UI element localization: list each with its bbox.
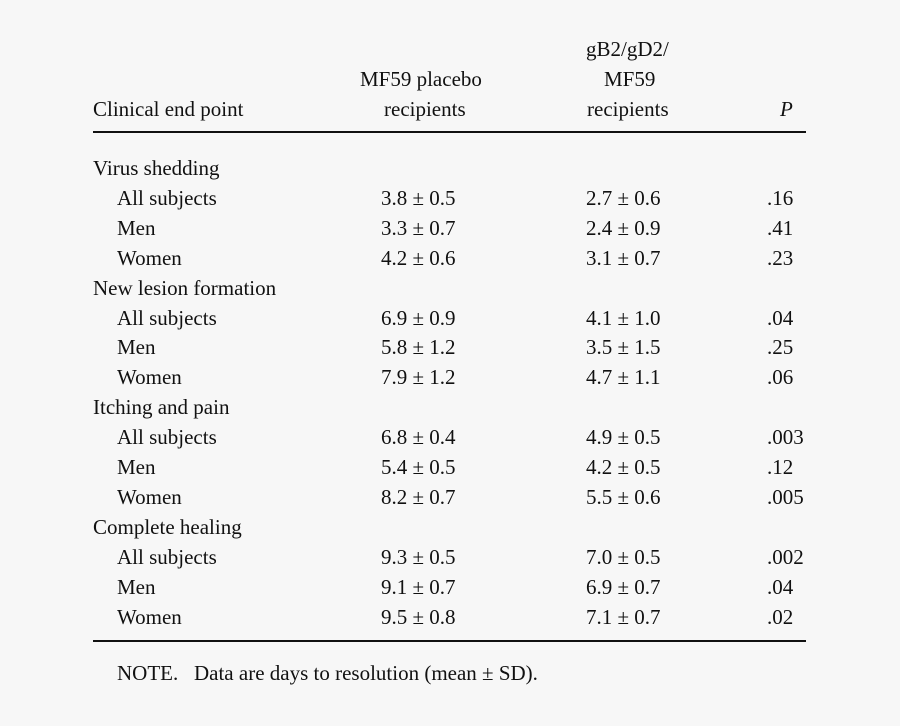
placebo-value: 5.4 ± 0.5 xyxy=(381,455,456,479)
vaccine-value: 7.0 ± 0.5 xyxy=(586,544,661,569)
placebo-value: 9.5 ± 0.8 xyxy=(381,604,456,629)
vaccine-value: 4.9 ± 0.5 xyxy=(586,425,661,450)
p-value: .04 xyxy=(767,305,794,330)
placebo-value: 6.9 ± 0.9 xyxy=(381,305,456,330)
vaccine-value: 3.1 ± 0.7 xyxy=(586,245,661,270)
vaccine-value: 4.7 ± 1.1 xyxy=(586,365,661,390)
placebo-value: 9.1 ± 0.7 xyxy=(381,574,456,599)
header-rule xyxy=(93,131,806,133)
placebo-value: 4.2 ± 0.6 xyxy=(381,245,456,270)
placebo-value: 6.8 ± 0.4 xyxy=(381,425,456,450)
table-note: NOTE. Data are days to resolution (mean … xyxy=(117,661,538,685)
row-label: Men xyxy=(117,335,156,360)
placebo-value: 3.3 ± 0.7 xyxy=(381,215,456,240)
row-label: All subjects xyxy=(117,544,217,569)
vaccine-value: 2.4 ± 0.9 xyxy=(586,215,661,240)
group-title: Complete healing xyxy=(93,514,242,539)
row-label: Women xyxy=(117,604,182,629)
group-title: Itching and pain xyxy=(93,395,230,420)
row-label: Women xyxy=(117,484,182,509)
header-placebo-line1: MF59 placebo xyxy=(360,67,482,91)
p-value: .002 xyxy=(767,544,804,569)
row-label: All subjects xyxy=(117,305,217,330)
vaccine-value: 7.1 ± 0.7 xyxy=(586,604,661,629)
placebo-value: 3.8 ± 0.5 xyxy=(381,185,456,210)
row-label: Women xyxy=(117,245,182,270)
vaccine-value: 4.2 ± 0.5 xyxy=(586,455,661,479)
group-title: New lesion formation xyxy=(93,275,277,300)
p-value: .005 xyxy=(767,484,804,509)
p-value: .003 xyxy=(767,425,804,450)
row-label: Men xyxy=(117,455,156,479)
header-clinical-end-point: Clinical end point xyxy=(93,97,244,121)
placebo-value: 7.9 ± 1.2 xyxy=(381,365,456,390)
p-value: .25 xyxy=(767,335,794,360)
header-placebo-line2: recipients xyxy=(384,97,466,121)
vaccine-value: 2.7 ± 0.6 xyxy=(586,185,661,210)
p-value: .04 xyxy=(767,574,794,599)
row-label: Men xyxy=(117,574,156,599)
p-value: .06 xyxy=(767,365,794,390)
row-label: All subjects xyxy=(117,185,217,210)
p-value: .16 xyxy=(767,185,794,210)
vaccine-value: 3.5 ± 1.5 xyxy=(586,335,661,360)
vaccine-value: 5.5 ± 0.6 xyxy=(586,484,661,509)
header-vaccine-line3: recipients xyxy=(587,97,669,121)
row-label: Women xyxy=(117,365,182,390)
vaccine-value: 4.1 ± 1.0 xyxy=(586,305,661,330)
header-vaccine-line1: gB2/gD2/ xyxy=(586,37,669,61)
placebo-value: 9.3 ± 0.5 xyxy=(381,544,456,569)
placebo-value: 8.2 ± 0.7 xyxy=(381,484,456,509)
p-value: .12 xyxy=(767,455,794,479)
group-title: Virus shedding xyxy=(93,156,220,180)
placebo-value: 5.8 ± 1.2 xyxy=(381,335,456,360)
row-label: Men xyxy=(117,215,156,240)
bottom-rule xyxy=(93,640,806,642)
p-value: .02 xyxy=(767,604,794,629)
vaccine-value: 6.9 ± 0.7 xyxy=(586,574,661,599)
p-value: .41 xyxy=(767,215,794,240)
header-p-value: P xyxy=(780,97,793,121)
header-vaccine-line2: MF59 xyxy=(604,67,656,91)
row-label: All subjects xyxy=(117,425,217,450)
p-value: .23 xyxy=(767,245,794,270)
